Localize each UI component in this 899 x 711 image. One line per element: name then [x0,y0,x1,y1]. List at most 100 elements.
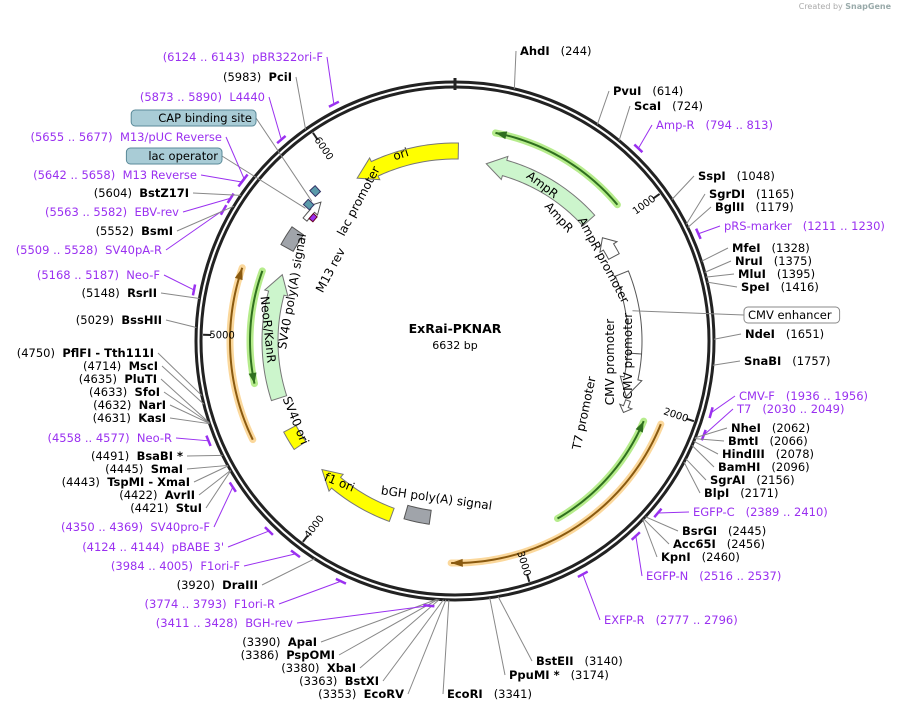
label-m13-reverse[interactable]: (5642 .. 5658) M13 Reverse [33,168,197,182]
label-pcii[interactable]: (5983) PciI [223,70,292,84]
label-msci[interactable]: (4714) MscI [83,359,158,373]
label-pbr322ori-f[interactable]: (6124 .. 6143) pBR322ori-F [163,50,323,64]
bgh-polya-feature[interactable] [403,504,432,525]
label-t7[interactable]: T7 (2030 .. 2049) [736,402,844,416]
feature-label-t7-promoter[interactable]: T7 promoter [569,375,598,452]
label-bstxi[interactable]: (3363) BstXI [299,674,379,688]
label-rsrii[interactable]: (5148) RsrII [82,286,158,300]
label-draiii[interactable]: (3920) DraIII [177,578,258,592]
t7-promoter-feature[interactable] [618,399,634,414]
ori-feature[interactable] [356,142,459,181]
label-pbabe-3[interactable]: (4124 .. 4144) pBABE 3' [82,540,224,554]
tick-label: 2000 [662,406,690,425]
label-f1ori-f[interactable]: (3984 .. 4005) F1ori-F [111,559,240,573]
m13-rev-feature[interactable] [308,212,318,223]
label-f1ori-r[interactable]: (3774 .. 3793) F1ori-R [145,597,275,611]
label-ecorv[interactable]: (3353) EcoRV [318,687,404,701]
label-pvui[interactable]: PvuI (614) [613,84,683,98]
label-kpni[interactable]: KpnI (2460) [661,550,740,564]
feature-label-ampr-promoter[interactable]: AmpR promoter [575,215,632,306]
label-ecori[interactable]: EcoRI (3341) [447,687,532,701]
feature-label-m13-rev[interactable]: M13 rev [313,245,348,294]
label-acc65i[interactable]: Acc65I (2456) [673,537,765,551]
label-nari[interactable]: (4632) NarI [93,398,166,412]
label-neo-f[interactable]: (5168 .. 5187) Neo-F [37,268,160,282]
label-amp-r[interactable]: Amp-R (794 .. 813) [656,118,773,132]
label-bsmi[interactable]: (5552) BsmI [96,224,173,238]
label-ppumi[interactable]: PpuMI * (3174) [509,668,609,682]
ampr-orf[interactable] [495,131,619,206]
label-sv40pa-r[interactable]: (5509 .. 5528) SV40pA-R [16,243,162,257]
label-kasi[interactable]: (4631) KasI [93,411,166,425]
label-ahdi[interactable]: AhdI (244) [520,44,592,58]
neo-orange-orf[interactable] [228,267,254,441]
label-mlui[interactable]: MluI (1395) [738,267,815,281]
label-pluti[interactable]: (4635) PluTI [79,372,157,386]
neor-kanr-feature[interactable] [261,273,289,402]
label-bglii[interactable]: BglII (1179) [715,200,794,214]
label-hindiii[interactable]: HindIII (2078) [722,447,814,461]
label-bsabi[interactable]: (4491) BsaBI * [91,449,183,463]
label-tspmi-xmai[interactable]: (4443) TspMI - XmaI [62,475,190,489]
neor-orf[interactable] [248,270,264,384]
cmv-promoter-feature[interactable] [619,352,643,398]
ampr-promoter-feature[interactable] [599,237,620,260]
label-prs-marker[interactable]: pRS-marker (1211 .. 1230) [724,219,885,233]
label-scai[interactable]: ScaI (724) [634,99,703,113]
label-xbai[interactable]: (3380) XbaI [281,661,356,675]
label-ebv-rev[interactable]: (5563 .. 5582) EBV-rev [45,205,179,219]
label-apai[interactable]: (3390) ApaI [242,635,317,649]
label-bsteii[interactable]: BstEII (3140) [536,654,623,668]
label-bgh-rev[interactable]: (3411 .. 3428) BGH-rev [156,616,293,630]
label-cap-binding-site[interactable]: CAP binding site [130,109,257,127]
feature-label-neor-kanr[interactable]: NeoR/KanR [258,296,279,364]
exrai-orf[interactable] [451,423,662,565]
f1-ori-feature[interactable] [321,468,395,523]
label-neo-r[interactable]: (4558 .. 4577) Neo-R [47,431,172,445]
label-snabi[interactable]: SnaBI (1757) [744,354,831,368]
label-pspomi[interactable]: (3386) PspOMI [241,648,335,662]
label-bamhi[interactable]: BamHI (2096) [718,460,810,474]
label-ndei[interactable]: NdeI (1651) [745,327,824,341]
label-sgrai[interactable]: SgrAI (2156) [710,473,795,487]
label-egfp-c[interactable]: EGFP-C (2389 .. 2410) [693,505,828,519]
feature-label-ori[interactable]: ori [391,145,410,163]
cap-site-feature[interactable] [309,184,322,198]
label-nrui[interactable]: NruI (1375) [735,254,812,268]
label-m13-puc-reverse[interactable]: (5655 .. 5677) M13/pUC Reverse [30,130,222,144]
lac-operator-feature[interactable] [302,198,315,211]
label-line [161,365,205,405]
label-smai[interactable]: (4445) SmaI [105,462,183,476]
label-lac-operator[interactable]: lac operator [125,147,223,165]
primer-name: CMV-F [739,389,775,403]
label-sgrdi[interactable]: SgrDI (1165) [709,187,794,201]
label-nhei[interactable]: NheI (2062) [731,421,810,435]
feature-label-cmv-promoter-2[interactable]: CMV promoter [603,319,617,406]
label-egfp-n[interactable]: EGFP-N (2516 .. 2537) [646,569,781,583]
label-sv40pro-f[interactable]: (4350 .. 4369) SV40pro-F [61,520,210,534]
label-cmv-enhancer[interactable]: CMV enhancer [743,306,841,324]
label-sspi[interactable]: SspI (1048) [698,169,775,183]
label-line [221,155,306,209]
label-bstz17i[interactable]: (5604) BstZ17I [94,186,189,200]
label-blpi[interactable]: BlpI (2171) [704,486,778,500]
label-l4440[interactable]: (5873 .. 5890) L4440 [140,90,265,104]
feature-label-bgh-polya[interactable]: bGH poly(A) signal [380,483,493,512]
label-stui[interactable]: (4421) StuI [130,501,202,515]
label-pflfi-tth111i[interactable]: (4750) PflFI - Tth111I [17,346,154,360]
feature-label-cmv-promoter[interactable]: CMV promoter [621,313,635,400]
label-bsshii[interactable]: (5029) BssHII [76,313,162,327]
ampr-feature[interactable] [485,155,596,227]
sv40-ori-feature[interactable] [283,424,307,451]
label-sfoi[interactable]: (4633) SfoI [89,385,160,399]
label-exfp-r[interactable]: EXFP-R (2777 .. 2796) [604,613,738,627]
label-bmti[interactable]: BmtI (2066) [728,434,808,448]
label-avrii[interactable]: (4422) AvrII [119,488,195,502]
label-spei[interactable]: SpeI (1416) [741,280,819,294]
label-cmv-f[interactable]: CMV-F (1936 .. 1956) [739,389,868,403]
label-bsrgi[interactable]: BsrGI (2445) [682,524,766,538]
egfp-orf[interactable] [556,420,645,520]
label-mfei[interactable]: MfeI (1328) [732,241,810,255]
feature-label-sv40-ori[interactable]: SV40 ori [280,394,312,446]
sv40-polya-feature[interactable] [280,226,305,252]
